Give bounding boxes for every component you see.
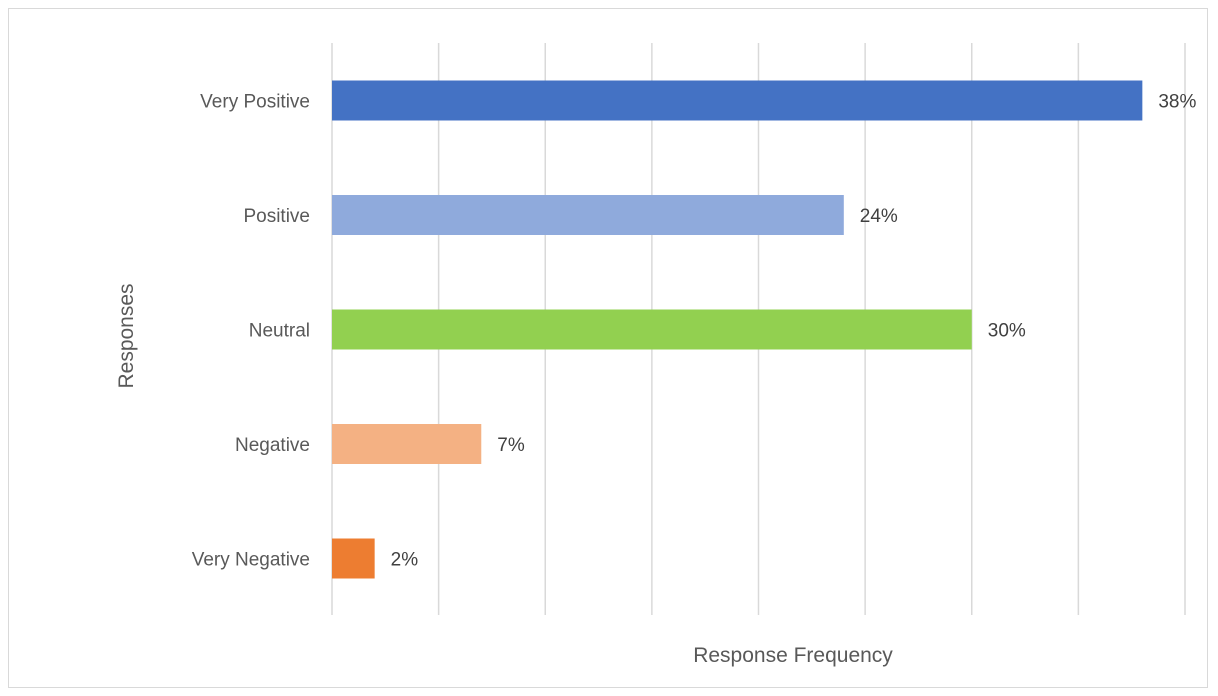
bar-positive xyxy=(332,195,844,235)
data-label: 30% xyxy=(988,321,1026,342)
bars xyxy=(332,80,1143,579)
value-labels: 38% 24% 30% 7% 2% xyxy=(391,92,1197,571)
bar-negative xyxy=(332,424,482,464)
data-label: 2% xyxy=(391,550,419,571)
bar-very-positive xyxy=(332,80,1143,121)
data-label: 38% xyxy=(1158,92,1196,113)
y-axis-title: Responses xyxy=(115,283,138,388)
category-label: Negative xyxy=(235,435,310,456)
category-label: Positive xyxy=(243,206,310,227)
bar-neutral xyxy=(332,309,972,350)
category-labels: Very Positive Positive Neutral Negative Very… xyxy=(192,92,310,571)
x-axis-title: Response Frequency xyxy=(693,644,893,667)
data-label: 7% xyxy=(497,435,525,456)
category-label: Very Negative xyxy=(192,550,310,571)
category-label: Very Positive xyxy=(200,92,310,113)
bar-very-negative xyxy=(332,538,375,579)
data-label: 24% xyxy=(860,206,898,227)
category-label: Neutral xyxy=(249,321,310,342)
